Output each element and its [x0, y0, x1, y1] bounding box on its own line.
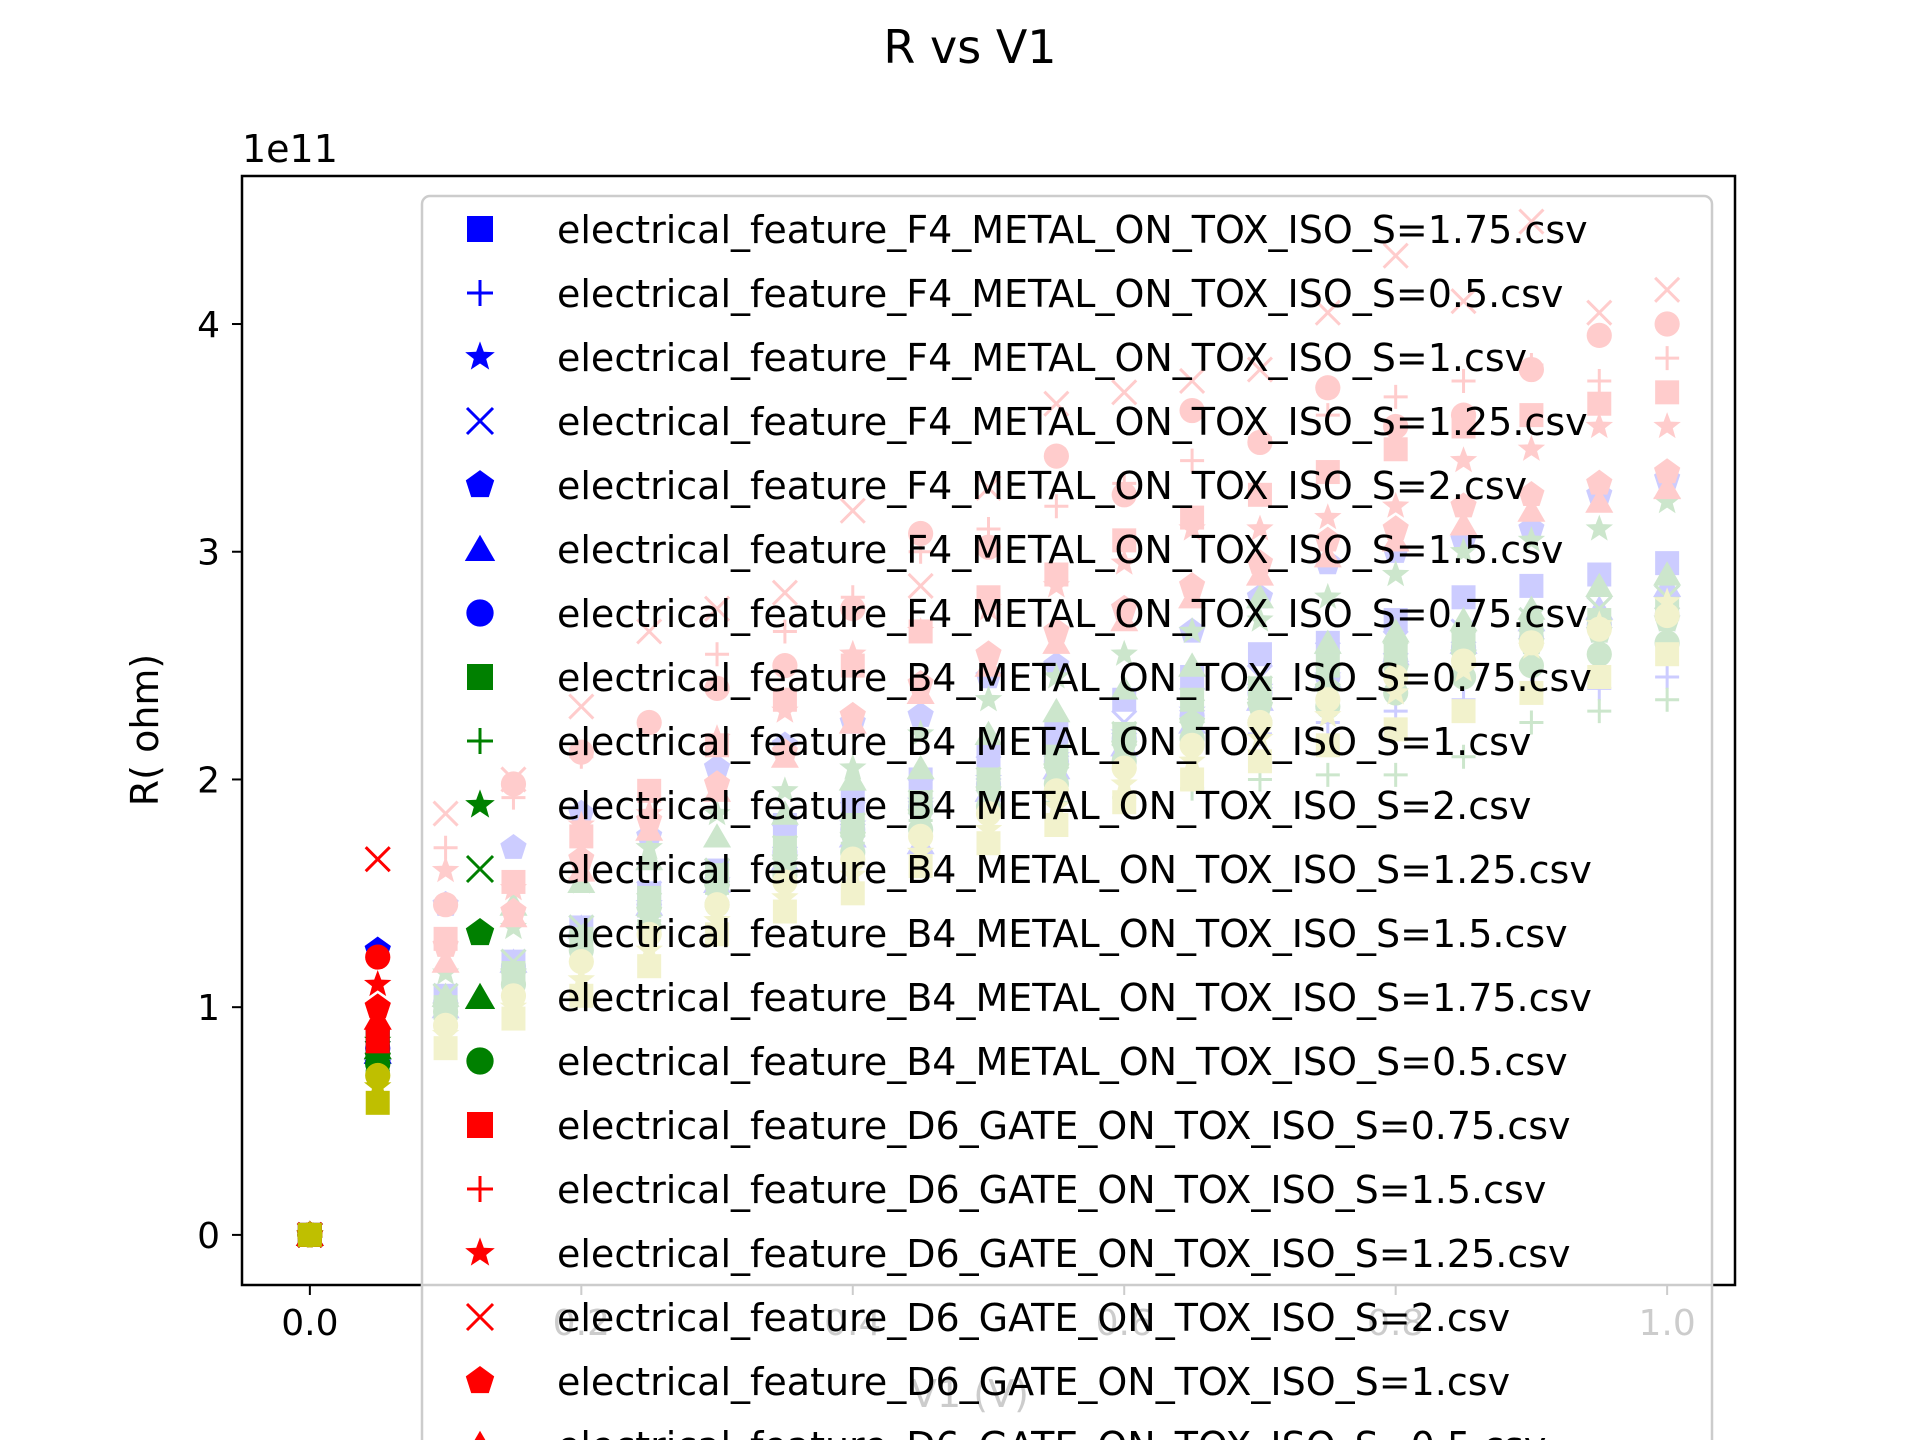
legend-marker	[467, 280, 493, 306]
y-tick-label: 1	[197, 988, 220, 1029]
legend-item: electrical_feature_F4_METAL_ON_TOX_ISO_S…	[465, 464, 1527, 508]
legend: electrical_feature_F4_METAL_ON_TOX_ISO_S…	[420, 194, 1714, 1440]
legend-marker	[465, 789, 495, 818]
legend-marker	[467, 216, 493, 242]
legend-label: electrical_feature_D6_GATE_ON_TOX_ISO_S=…	[557, 1232, 1571, 1276]
y-tick-label: 0	[197, 1216, 220, 1257]
legend-item: electrical_feature_B4_METAL_ON_TOX_ISO_S…	[466, 1040, 1568, 1084]
legend-marker	[465, 1237, 495, 1266]
legend-marker	[466, 1047, 494, 1075]
legend-box	[420, 194, 1714, 1440]
y-axis-label: R( ohm)	[123, 654, 167, 806]
legend-label: electrical_feature_F4_METAL_ON_TOX_ISO_S…	[557, 464, 1527, 508]
legend-marker	[465, 854, 495, 884]
legend-label: electrical_feature_D6_GATE_ON_TOX_ISO_S=…	[557, 1168, 1546, 1212]
legend-label: electrical_feature_F4_METAL_ON_TOX_ISO_S…	[557, 336, 1527, 380]
legend-item: electrical_feature_D6_GATE_ON_TOX_ISO_S=…	[465, 1232, 1571, 1276]
legend-label: electrical_feature_F4_METAL_ON_TOX_ISO_S…	[557, 208, 1588, 252]
legend-label: electrical_feature_D6_GATE_ON_TOX_ISO_S=…	[557, 1424, 1546, 1440]
legend-item: electrical_feature_B4_METAL_ON_TOX_ISO_S…	[467, 656, 1592, 700]
legend-item: electrical_feature_B4_METAL_ON_TOX_ISO_S…	[467, 720, 1531, 764]
legend-marker	[464, 982, 496, 1009]
legend-label: electrical_feature_B4_METAL_ON_TOX_ISO_S…	[557, 784, 1531, 828]
legend-item: electrical_feature_F4_METAL_ON_TOX_ISO_S…	[467, 272, 1563, 316]
legend-label: electrical_feature_B4_METAL_ON_TOX_ISO_S…	[557, 720, 1531, 764]
legend-item: electrical_feature_B4_METAL_ON_TOX_ISO_S…	[464, 976, 1592, 1020]
legend-item: electrical_feature_D6_GATE_ON_TOX_ISO_S=…	[465, 1296, 1510, 1340]
legend-marker	[465, 918, 495, 946]
legend-marker	[474, 1430, 486, 1440]
legend-marker	[467, 728, 493, 754]
legend-label: electrical_feature_F4_METAL_ON_TOX_ISO_S…	[557, 272, 1563, 316]
legend-item: electrical_feature_B4_METAL_ON_TOX_ISO_S…	[465, 848, 1592, 892]
legend-item: electrical_feature_F4_METAL_ON_TOX_ISO_S…	[467, 208, 1588, 252]
legend-item: electrical_feature_D6_GATE_ON_TOX_ISO_S=…	[474, 1424, 1546, 1440]
legend-item: electrical_feature_F4_METAL_ON_TOX_ISO_S…	[466, 592, 1588, 636]
legend-label: electrical_feature_F4_METAL_ON_TOX_ISO_S…	[557, 528, 1563, 572]
legend-label: electrical_feature_B4_METAL_ON_TOX_ISO_S…	[557, 1040, 1568, 1084]
legend-marker	[467, 664, 493, 690]
legend-label: electrical_feature_D6_GATE_ON_TOX_ISO_S=…	[557, 1360, 1510, 1404]
legend-item: electrical_feature_F4_METAL_ON_TOX_ISO_S…	[465, 400, 1588, 444]
legend-marker	[465, 341, 495, 370]
legend-label: electrical_feature_F4_METAL_ON_TOX_ISO_S…	[557, 400, 1588, 444]
x-tick-label: 0.0	[281, 1303, 338, 1344]
y-scale-label: 1e11	[242, 127, 338, 171]
legend-marker	[466, 599, 494, 627]
y-tick-label: 4	[197, 305, 220, 346]
legend-marker	[465, 470, 495, 498]
chart-title: R vs V1	[883, 20, 1056, 74]
legend-label: electrical_feature_B4_METAL_ON_TOX_ISO_S…	[557, 912, 1568, 956]
data-point	[364, 970, 392, 997]
legend-label: electrical_feature_B4_METAL_ON_TOX_ISO_S…	[557, 976, 1592, 1020]
legend-item: electrical_feature_B4_METAL_ON_TOX_ISO_S…	[465, 912, 1568, 956]
data-point	[365, 1090, 390, 1115]
legend-item: electrical_feature_F4_METAL_ON_TOX_ISO_S…	[465, 336, 1527, 380]
legend-item: electrical_feature_D6_GATE_ON_TOX_ISO_S=…	[467, 1104, 1571, 1148]
y-tick-label: 2	[197, 760, 220, 801]
legend-item: electrical_feature_B4_METAL_ON_TOX_ISO_S…	[465, 784, 1531, 828]
legend-marker	[464, 534, 496, 561]
data-point	[364, 846, 391, 873]
legend-label: electrical_feature_D6_GATE_ON_TOX_ISO_S=…	[557, 1104, 1571, 1148]
legend-marker	[467, 1112, 493, 1138]
legend-marker	[465, 406, 495, 436]
legend-marker	[465, 1366, 495, 1394]
data-point	[297, 1222, 323, 1248]
data-point	[365, 944, 391, 970]
legend-item: electrical_feature_D6_GATE_ON_TOX_ISO_S=…	[467, 1168, 1546, 1212]
data-point	[365, 1062, 391, 1089]
legend-label: electrical_feature_B4_METAL_ON_TOX_ISO_S…	[557, 848, 1592, 892]
legend-marker	[465, 1302, 495, 1332]
data-point	[363, 1005, 392, 1030]
legend-label: electrical_feature_B4_METAL_ON_TOX_ISO_S…	[557, 656, 1592, 700]
y-tick-label: 3	[197, 533, 220, 574]
legend-marker	[467, 1176, 493, 1202]
legend-item: electrical_feature_D6_GATE_ON_TOX_ISO_S=…	[465, 1360, 1510, 1404]
legend-item: electrical_feature_F4_METAL_ON_TOX_ISO_S…	[464, 528, 1563, 572]
legend-label: electrical_feature_F4_METAL_ON_TOX_ISO_S…	[557, 592, 1588, 636]
legend-label: electrical_feature_D6_GATE_ON_TOX_ISO_S=…	[557, 1296, 1510, 1340]
